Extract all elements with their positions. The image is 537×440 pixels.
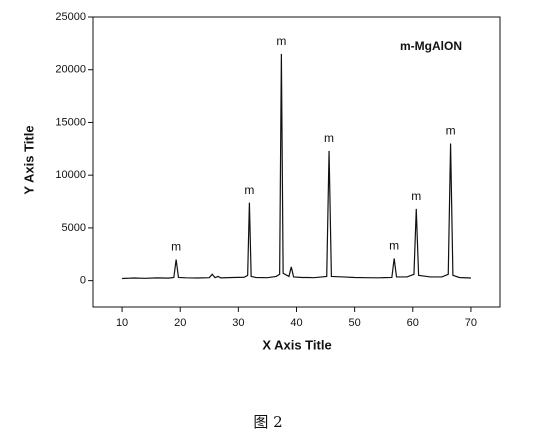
x-tick-label: 70 [465, 317, 477, 329]
x-tick-label: 10 [116, 317, 128, 329]
y-tick-label: 15000 [55, 116, 86, 128]
x-tick-label: 60 [407, 317, 419, 329]
legend-label: m-MgAlON [400, 39, 462, 53]
x-tick-label: 50 [349, 317, 361, 329]
y-tick-label: 0 [80, 275, 86, 287]
peak-label: m [276, 34, 286, 48]
peak-label: m [446, 124, 456, 138]
x-axis-title: X Axis Title [262, 337, 331, 352]
y-tick-label: 10000 [55, 169, 86, 181]
peak-label: m [411, 189, 421, 203]
figure-caption: 图 2 [253, 413, 282, 431]
xrd-line [122, 53, 471, 280]
peak-label: m [324, 131, 334, 145]
x-tick-label: 40 [290, 317, 302, 329]
y-tick-label: 20000 [55, 64, 86, 76]
plot-frame [92, 16, 501, 308]
y-axis-title: Y Axis Title [21, 125, 36, 194]
peak-label: m [171, 240, 181, 254]
peak-label: m [244, 183, 254, 197]
y-tick-label: 5000 [62, 222, 86, 234]
x-tick-label: 20 [174, 317, 186, 329]
y-tick-label: 25000 [55, 11, 86, 23]
x-tick-label: 30 [232, 317, 244, 329]
peak-label: m [389, 239, 399, 253]
